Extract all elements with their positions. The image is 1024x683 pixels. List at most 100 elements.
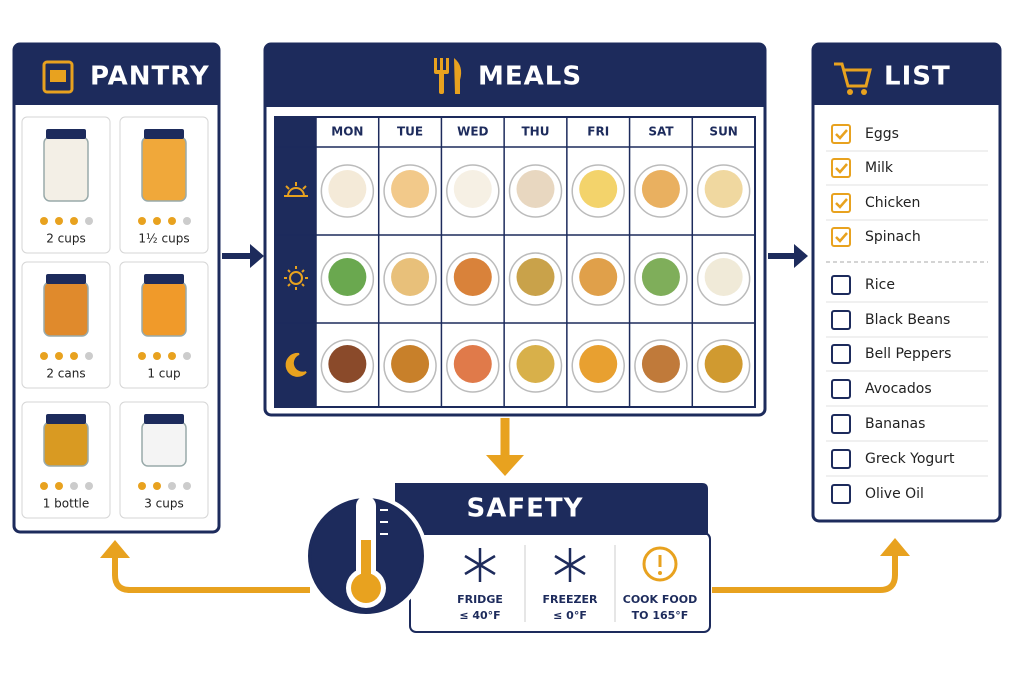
list-item: Spinach (865, 229, 921, 245)
checkbox (831, 344, 851, 364)
jar (43, 421, 89, 467)
checkbox (831, 310, 851, 330)
jar-lid (46, 274, 86, 284)
list-item: Bell Peppers (865, 346, 951, 362)
list-item: Milk (865, 160, 894, 176)
pantry-quantity: 1 bottle (43, 497, 90, 511)
level-dot (40, 352, 48, 360)
checkbox (831, 193, 851, 213)
tip-detail: ≤ 40°F (459, 609, 500, 622)
food (579, 345, 618, 383)
level-dot (55, 482, 63, 490)
food (704, 345, 743, 383)
checkmark (835, 232, 848, 243)
food (516, 170, 555, 208)
food (391, 258, 430, 296)
list-item: Greck Yogurt (865, 451, 955, 467)
list-item: Rice (865, 277, 895, 293)
checkbox (831, 484, 851, 504)
food (453, 170, 492, 208)
food (453, 258, 492, 296)
food (579, 170, 618, 208)
meal-time-icons (284, 182, 308, 377)
food (641, 345, 680, 383)
level-dot (70, 482, 78, 490)
arrows (100, 244, 910, 593)
checkmark (835, 163, 848, 174)
pantry-title: PANTRY (90, 62, 210, 92)
food (704, 170, 743, 208)
jar (43, 136, 89, 202)
food (328, 258, 367, 296)
day-label: THU (522, 125, 550, 139)
level-dot (183, 482, 191, 490)
list-item: Eggs (865, 126, 899, 142)
level-dot (138, 217, 146, 225)
level-dot (153, 352, 161, 360)
level-dot (168, 482, 176, 490)
list-item: Chicken (865, 195, 920, 211)
level-dot (183, 217, 191, 225)
level-dot (153, 482, 161, 490)
level-dot (70, 352, 78, 360)
food (704, 258, 743, 296)
food (453, 345, 492, 383)
tip-detail: ≤ 0°F (553, 609, 587, 622)
safety-title: SAFETY (467, 494, 584, 524)
checkbox (831, 275, 851, 295)
day-label: WED (457, 125, 488, 139)
list-title: LIST (884, 62, 951, 92)
tip-label: COOK FOOD (623, 593, 697, 606)
level-dot (85, 352, 93, 360)
pantry-quantity: 2 cans (46, 367, 85, 381)
food (516, 258, 555, 296)
food (516, 345, 555, 383)
day-label: TUE (397, 125, 423, 139)
list-item: Avocados (865, 381, 932, 397)
jar-lid (46, 129, 86, 139)
level-dot (138, 352, 146, 360)
day-label: SUN (709, 125, 737, 139)
pantry-quantity: 1 cup (147, 367, 180, 381)
level-dot (55, 352, 63, 360)
level-dot (153, 217, 161, 225)
day-label: MON (331, 125, 363, 139)
level-dot (40, 217, 48, 225)
jar (141, 281, 187, 337)
pantry-quantity: 1½ cups (138, 232, 189, 246)
level-dot (138, 482, 146, 490)
food (328, 170, 367, 208)
checkbox (831, 158, 851, 178)
pantry-quantity: 2 cups (46, 232, 86, 246)
food (391, 170, 430, 208)
food (328, 345, 367, 383)
checkbox (831, 379, 851, 399)
checkbox (831, 227, 851, 247)
level-dot (70, 217, 78, 225)
level-dot (55, 217, 63, 225)
jar-lid (46, 414, 86, 424)
checkbox (831, 124, 851, 144)
level-dot (85, 482, 93, 490)
level-dot (40, 482, 48, 490)
checkmark (835, 129, 848, 140)
jar-lid (144, 129, 184, 139)
jar (141, 421, 187, 467)
food (579, 258, 618, 296)
jar (141, 136, 187, 202)
level-dot (168, 217, 176, 225)
level-dot (85, 217, 93, 225)
food (641, 170, 680, 208)
tip-detail: TO 165°F (632, 609, 689, 622)
food (641, 258, 680, 296)
meals-title: MEALS (478, 62, 582, 92)
checkmark (835, 198, 848, 209)
jar (43, 281, 89, 337)
day-label: FRI (587, 125, 609, 139)
safety-panel: SAFETY (304, 483, 711, 633)
checkbox (831, 414, 851, 434)
level-dot (168, 352, 176, 360)
pantry-quantity: 3 cups (144, 497, 184, 511)
list-item: Black Beans (865, 312, 950, 328)
